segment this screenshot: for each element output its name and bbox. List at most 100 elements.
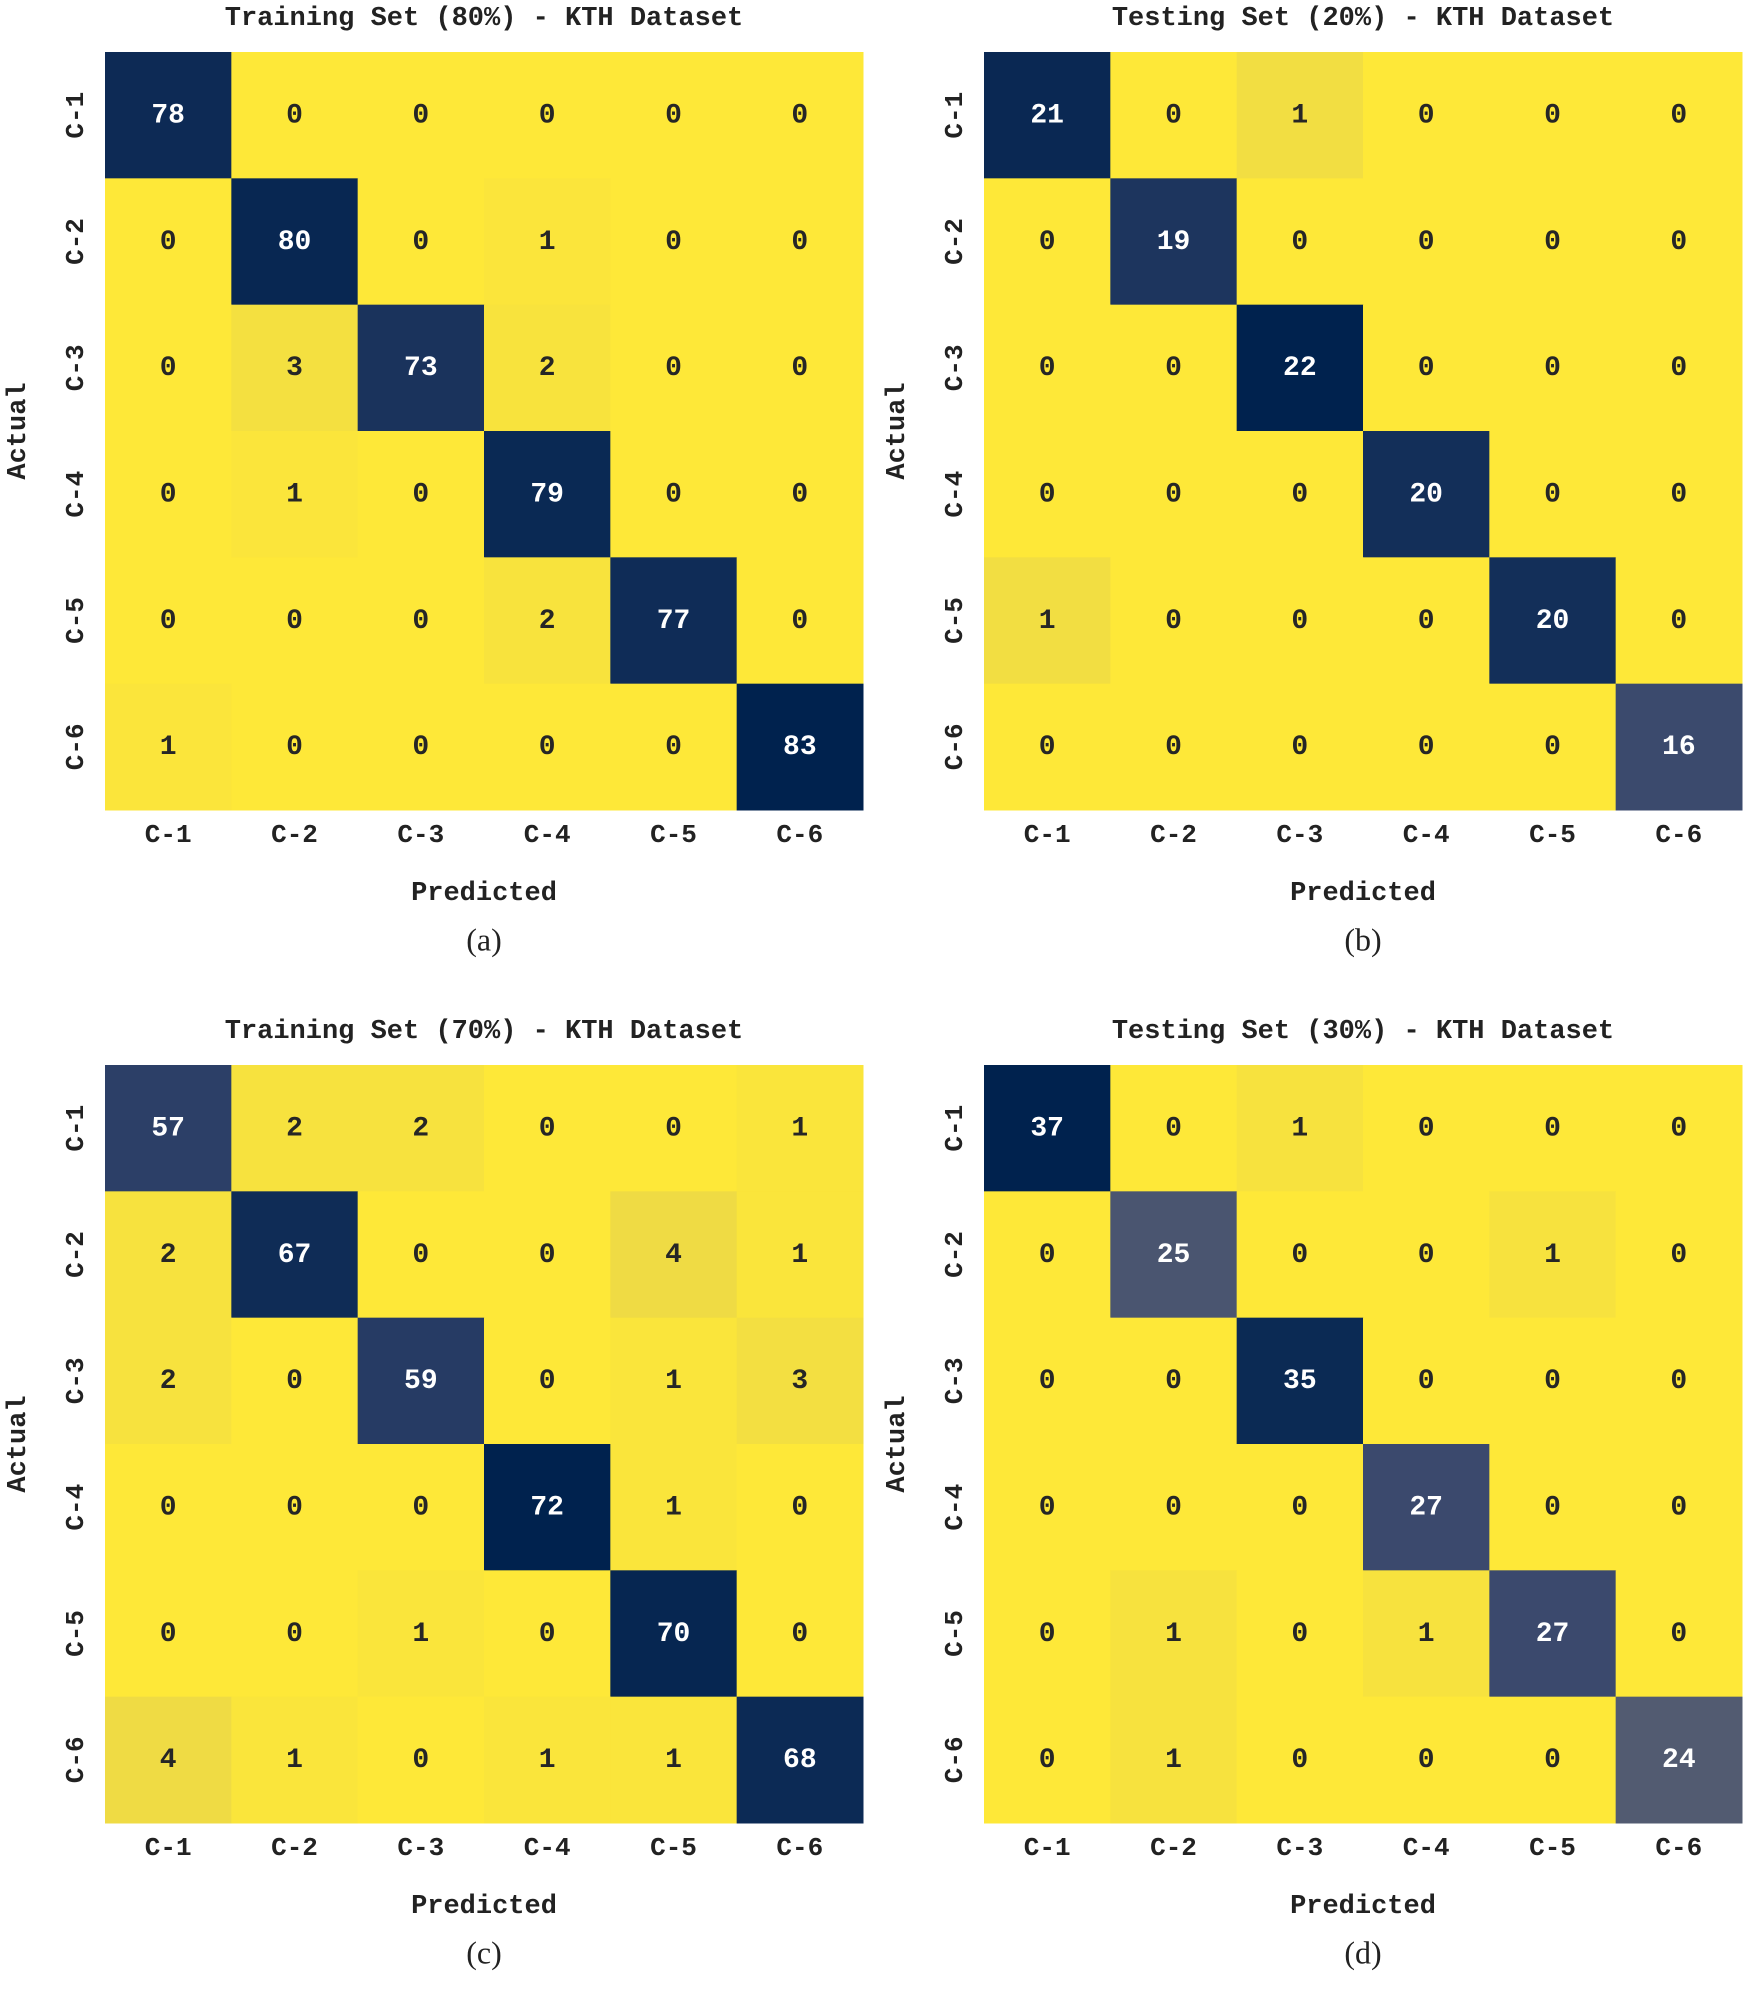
heatmap-cell	[984, 557, 1111, 685]
cell-label: 0	[791, 1619, 808, 1650]
y-tick-label: C-4	[61, 1484, 91, 1531]
heatmap-cell	[736, 1191, 864, 1319]
heatmap-cell	[231, 304, 359, 432]
heatmap-cell	[1615, 557, 1743, 685]
heatmap-cell	[1236, 178, 1364, 306]
heatmap-cell	[1489, 1570, 1617, 1698]
heatmap-cell	[1110, 304, 1238, 432]
cell-label: 0	[1039, 1493, 1056, 1524]
heatmap-cell	[357, 1444, 485, 1571]
heatmap-cell	[1363, 1696, 1490, 1824]
cell-label: 0	[412, 1240, 429, 1271]
x-tick-label: C-1	[145, 820, 192, 850]
cell-label: 78	[151, 101, 185, 132]
cell-label: 0	[791, 353, 808, 384]
cell-label: 4	[160, 1745, 177, 1776]
heatmap-cell	[1363, 1317, 1490, 1445]
heatmap-cell	[1363, 304, 1490, 432]
cell-label: 0	[1670, 1114, 1687, 1145]
chart-title: Training Set (70%) - KTH Dataset	[225, 1017, 743, 1047]
cell-label: 20	[1409, 480, 1443, 511]
heatmap-cell	[1363, 52, 1490, 179]
heatmap-cell	[1110, 557, 1238, 685]
x-tick-label: C-5	[650, 820, 697, 850]
heatmap-cell	[610, 557, 738, 685]
cell-label: 0	[665, 732, 682, 763]
heatmap-cell	[984, 1317, 1111, 1445]
heatmap-cell	[231, 1317, 359, 1445]
heatmap-cell	[984, 52, 1111, 179]
cell-label: 0	[1165, 353, 1182, 384]
heatmap-cell	[736, 1696, 864, 1824]
heatmap-cell	[1489, 683, 1617, 811]
heatmap-cell	[1110, 1317, 1238, 1445]
heatmap-cell	[357, 178, 485, 306]
cell-label: 27	[1536, 1619, 1570, 1650]
cell-label: 0	[791, 227, 808, 258]
cell-label: 0	[1418, 732, 1435, 763]
cell-label: 0	[160, 227, 177, 258]
y-tick-label: C-3	[61, 344, 91, 391]
cell-label: 0	[1165, 1493, 1182, 1524]
heatmap-cell	[1236, 1191, 1364, 1319]
heatmap-cell	[231, 683, 359, 811]
heatmap-cell	[1236, 1317, 1364, 1445]
y-tick-label: C-1	[940, 1105, 970, 1152]
heatmap-cell	[231, 1696, 359, 1824]
heatmap-cell	[231, 1065, 359, 1192]
x-tick-label: C-3	[397, 1833, 444, 1863]
y-tick-label: C-2	[61, 218, 91, 265]
cell-label: 1	[665, 1493, 682, 1524]
heatmap-cell	[105, 1444, 232, 1571]
heatmap-cell	[984, 1444, 1111, 1571]
heatmap-cell	[984, 304, 1111, 432]
cell-label: 2	[160, 1240, 177, 1271]
heatmap-cell	[1615, 1696, 1743, 1824]
cell-label: 0	[539, 1619, 556, 1650]
y-tick-label: C-5	[61, 1610, 91, 1657]
heatmap-cell	[736, 178, 864, 306]
heatmap-cell	[1363, 1570, 1490, 1698]
heatmap-cell	[984, 1570, 1111, 1698]
caption: (d)	[1344, 1934, 1381, 1970]
cell-label: 1	[1291, 101, 1308, 132]
heatmap-cell	[1363, 557, 1490, 685]
heatmap-cell	[484, 1570, 611, 1698]
y-axis-label: Actual	[4, 382, 34, 479]
heatmap-cell	[1489, 304, 1617, 432]
cell-label: 0	[1418, 227, 1435, 258]
cell-label: 1	[665, 1366, 682, 1397]
cell-label: 0	[1670, 1619, 1687, 1650]
heatmap-cell	[1236, 1065, 1364, 1192]
cell-label: 1	[1291, 1114, 1308, 1145]
heatmap-cell	[1489, 1065, 1617, 1192]
heatmap-cell	[1110, 1191, 1238, 1319]
x-axis-label: Predicted	[1290, 879, 1436, 909]
heatmap-cell	[357, 431, 485, 558]
cell-label: 0	[286, 1366, 303, 1397]
cell-label: 0	[412, 606, 429, 637]
cell-label: 0	[1544, 227, 1561, 258]
cell-label: 80	[278, 227, 312, 258]
cell-label: 67	[278, 1240, 312, 1271]
heatmap-cell	[1489, 1191, 1617, 1319]
heatmap-cell	[231, 1444, 359, 1571]
heatmap-cell	[1110, 178, 1238, 306]
cell-label: 0	[1670, 101, 1687, 132]
cell-label: 0	[412, 732, 429, 763]
cell-label: 73	[404, 353, 438, 384]
heatmap-cell	[484, 1065, 611, 1192]
heatmap-cell	[231, 1570, 359, 1698]
x-tick-label: C-4	[1403, 820, 1450, 850]
heatmap-cell	[610, 683, 738, 811]
cell-label: 0	[1039, 227, 1056, 258]
heatmap-cell	[1236, 431, 1364, 558]
heatmap-cell	[736, 431, 864, 558]
cell-label: 2	[160, 1366, 177, 1397]
heatmap-cell	[1615, 52, 1743, 179]
heatmap-cell	[357, 1317, 485, 1445]
heatmap-cell	[105, 1317, 232, 1445]
cell-label: 0	[1544, 480, 1561, 511]
y-tick-label: C-5	[61, 597, 91, 644]
heatmap-cell	[484, 683, 611, 811]
